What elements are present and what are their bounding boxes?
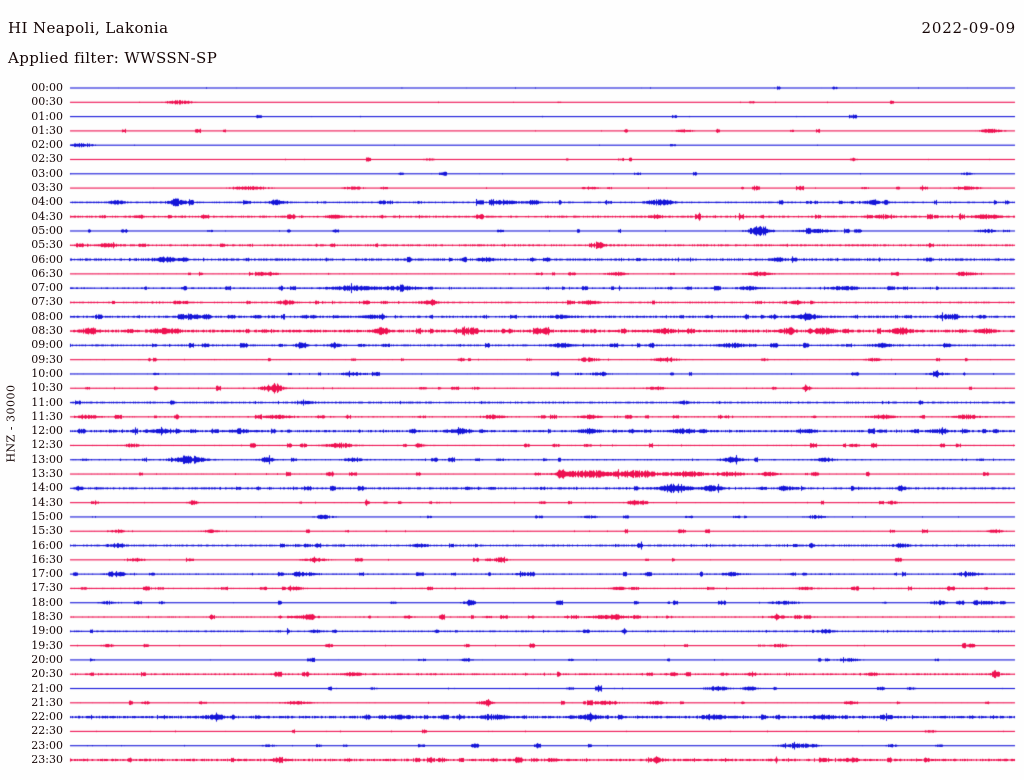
time-label-0500: 05:00 (31, 223, 63, 237)
time-label-1500: 15:00 (31, 509, 63, 523)
time-label-0130: 01:30 (31, 123, 63, 137)
time-label-0330: 03:30 (31, 181, 63, 195)
time-label-1030: 10:30 (31, 381, 63, 395)
time-label-1100: 11:00 (31, 395, 63, 409)
time-label-2000: 20:00 (31, 652, 63, 666)
time-label-0930: 09:30 (31, 352, 63, 366)
time-label-1930: 19:30 (31, 638, 63, 652)
time-label-1900: 19:00 (31, 624, 63, 638)
time-label-1730: 17:30 (31, 581, 63, 595)
time-label-1130: 11:30 (31, 409, 63, 423)
time-label-0230: 02:30 (31, 152, 63, 166)
time-label-2330: 23:30 (31, 753, 63, 766)
time-label-1200: 12:00 (31, 424, 63, 438)
time-label-1230: 12:30 (31, 438, 63, 452)
time-label-1300: 13:00 (31, 452, 63, 466)
time-label-0000: 00:00 (31, 81, 63, 94)
station-title: HI Neapoli, Lakonia (8, 19, 169, 37)
time-label-1330: 13:30 (31, 467, 63, 481)
time-label-0430: 04:30 (31, 209, 63, 223)
time-label-0700: 07:00 (31, 281, 63, 295)
time-label-0030: 00:30 (31, 95, 63, 109)
time-label-1530: 15:30 (31, 524, 63, 538)
time-label-0400: 04:00 (31, 195, 63, 209)
time-label-1000: 10:00 (31, 366, 63, 380)
time-label-0900: 09:00 (31, 338, 63, 352)
time-label-2200: 22:00 (31, 710, 63, 724)
time-label-1600: 16:00 (31, 538, 63, 552)
time-label-0730: 07:30 (31, 295, 63, 309)
time-label-2300: 23:00 (31, 738, 63, 752)
time-label-2100: 21:00 (31, 681, 63, 695)
time-label-0200: 02:00 (31, 138, 63, 152)
time-label-1630: 16:30 (31, 552, 63, 566)
time-label-0300: 03:00 (31, 166, 63, 180)
time-label-2230: 22:30 (31, 724, 63, 738)
time-label-0630: 06:30 (31, 266, 63, 280)
time-label-1430: 14:30 (31, 495, 63, 509)
time-label-1800: 18:00 (31, 595, 63, 609)
applied-filter-label: Applied filter: WWSSN-SP (8, 49, 218, 67)
time-label-0830: 08:30 (31, 324, 63, 338)
time-label-1400: 14:00 (31, 481, 63, 495)
time-label-0530: 05:30 (31, 238, 63, 252)
date-label: 2022-09-09 (921, 19, 1016, 37)
time-label-1830: 18:30 (31, 610, 63, 624)
time-label-1700: 17:00 (31, 567, 63, 581)
time-label-2130: 21:30 (31, 695, 63, 709)
time-label-0800: 08:00 (31, 309, 63, 323)
time-label-2030: 20:30 (31, 667, 63, 681)
time-label-0600: 06:00 (31, 252, 63, 266)
time-label-0100: 01:00 (31, 109, 63, 123)
